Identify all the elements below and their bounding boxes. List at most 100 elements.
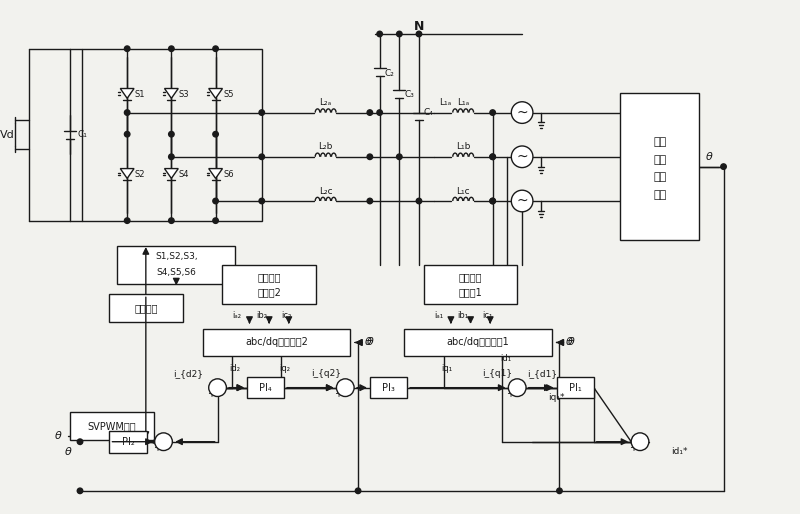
- Circle shape: [416, 31, 422, 36]
- Polygon shape: [120, 88, 134, 98]
- Circle shape: [631, 433, 649, 451]
- Circle shape: [213, 218, 218, 224]
- Circle shape: [397, 31, 402, 36]
- Text: θ: θ: [706, 152, 712, 162]
- Text: iq₁: iq₁: [441, 363, 452, 373]
- Circle shape: [169, 132, 174, 137]
- Text: -: -: [519, 376, 523, 386]
- Text: 电流检测: 电流检测: [258, 272, 281, 283]
- Text: ib₂: ib₂: [256, 311, 267, 320]
- Bar: [203, 329, 350, 356]
- Text: θ: θ: [366, 338, 374, 347]
- Circle shape: [557, 488, 562, 493]
- Text: 锁相: 锁相: [653, 190, 666, 200]
- Circle shape: [508, 379, 526, 396]
- Text: 变送器2: 变送器2: [257, 287, 281, 298]
- Text: S6: S6: [223, 170, 234, 179]
- Text: C₁: C₁: [77, 130, 87, 139]
- Circle shape: [490, 198, 495, 204]
- Text: +: +: [334, 389, 342, 398]
- Circle shape: [169, 218, 174, 224]
- Polygon shape: [209, 169, 222, 178]
- Text: +: +: [153, 443, 161, 453]
- Circle shape: [259, 154, 265, 159]
- Text: L₁b: L₁b: [456, 142, 470, 152]
- Polygon shape: [120, 169, 134, 178]
- Text: 三相: 三相: [653, 137, 666, 147]
- Text: ib₁: ib₁: [458, 311, 469, 320]
- Polygon shape: [165, 169, 178, 178]
- Text: iₐ₁: iₐ₁: [434, 311, 443, 320]
- Bar: [370, 377, 407, 398]
- Text: ~: ~: [516, 194, 528, 208]
- Text: 变送器1: 变送器1: [458, 287, 482, 298]
- Text: θ: θ: [568, 338, 574, 347]
- Text: SVPWM模块: SVPWM模块: [88, 421, 136, 431]
- Circle shape: [511, 102, 533, 123]
- Circle shape: [367, 198, 373, 204]
- Text: Vd: Vd: [0, 130, 14, 140]
- Text: L₂c: L₂c: [319, 187, 333, 196]
- Text: L₁ₐ: L₁ₐ: [457, 98, 470, 107]
- Circle shape: [78, 488, 82, 493]
- Text: i_{d2}: i_{d2}: [173, 370, 203, 378]
- Text: 电压: 电压: [653, 172, 666, 182]
- Text: id₂: id₂: [230, 363, 241, 373]
- Circle shape: [490, 154, 495, 159]
- Bar: [222, 265, 316, 304]
- Text: ic₁: ic₁: [482, 311, 493, 320]
- Text: 电网: 电网: [653, 155, 666, 164]
- Text: +: +: [506, 389, 514, 398]
- Bar: [620, 93, 699, 241]
- Text: iₐ₂: iₐ₂: [233, 311, 242, 320]
- Text: +: +: [629, 443, 637, 453]
- Bar: [110, 295, 183, 322]
- Circle shape: [169, 46, 174, 51]
- Circle shape: [78, 439, 82, 445]
- Text: -: -: [642, 430, 646, 440]
- Circle shape: [367, 154, 373, 159]
- Text: id₁*: id₁*: [671, 447, 687, 456]
- Text: PI₁: PI₁: [569, 382, 582, 393]
- Text: S4,S5,S6: S4,S5,S6: [156, 268, 196, 277]
- Text: S3: S3: [179, 90, 190, 99]
- Circle shape: [337, 379, 354, 396]
- Circle shape: [259, 198, 265, 204]
- Circle shape: [721, 164, 726, 169]
- Circle shape: [377, 110, 382, 115]
- Circle shape: [209, 379, 226, 396]
- Text: S2: S2: [134, 170, 145, 179]
- Text: L₁c: L₁c: [456, 187, 470, 196]
- Text: θ: θ: [65, 447, 71, 456]
- Polygon shape: [209, 88, 222, 98]
- Bar: [110, 431, 147, 452]
- Circle shape: [154, 433, 172, 451]
- Bar: [404, 329, 552, 356]
- Text: S1: S1: [134, 90, 145, 99]
- Circle shape: [490, 110, 495, 115]
- Circle shape: [355, 488, 361, 493]
- Text: id₁: id₁: [500, 354, 511, 363]
- Text: +: +: [206, 389, 214, 398]
- Bar: [247, 377, 284, 398]
- Text: ~: ~: [516, 105, 528, 120]
- Circle shape: [511, 190, 533, 212]
- Text: PI₄: PI₄: [259, 382, 272, 393]
- Text: C₃: C₃: [404, 90, 414, 99]
- Text: -: -: [219, 376, 223, 386]
- Circle shape: [213, 198, 218, 204]
- Text: PI₂: PI₂: [122, 437, 134, 447]
- Text: N: N: [414, 20, 424, 32]
- Circle shape: [397, 154, 402, 159]
- Text: L₂b: L₂b: [318, 142, 333, 152]
- Bar: [424, 265, 518, 304]
- Circle shape: [169, 154, 174, 159]
- Circle shape: [125, 110, 130, 115]
- Text: L₁ₐ: L₁ₐ: [439, 98, 452, 107]
- Text: θ: θ: [365, 338, 371, 347]
- Text: 驱动电路: 驱动电路: [134, 303, 158, 313]
- Text: ic₂: ic₂: [282, 311, 291, 320]
- Text: iq₁*: iq₁*: [548, 393, 565, 402]
- Text: S4: S4: [179, 170, 190, 179]
- Circle shape: [125, 46, 130, 51]
